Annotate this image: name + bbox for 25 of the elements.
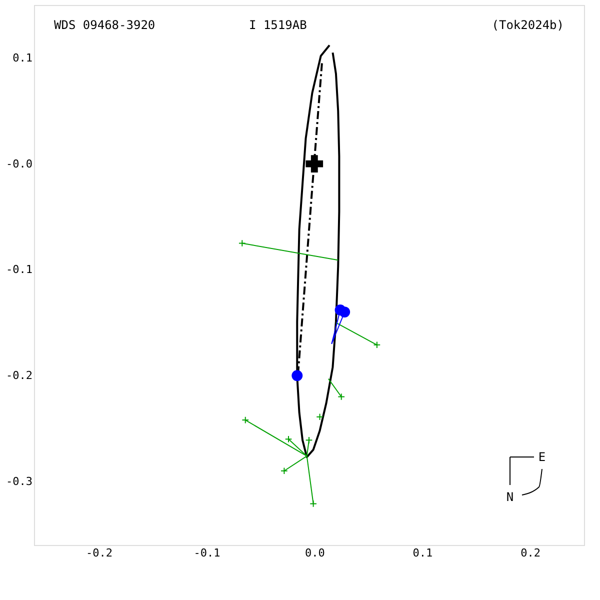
y-tick-label: -0.1: [6, 263, 32, 276]
x-tick-label: -0.2: [86, 546, 112, 560]
point: [310, 500, 317, 508]
point: [284, 435, 292, 443]
annotation: E: [538, 450, 546, 464]
y-tick-label: -0.0: [6, 157, 32, 170]
y-tick-label: -0.3: [6, 474, 32, 488]
point: [238, 240, 246, 247]
x-tick-label: 0.1: [412, 546, 433, 560]
point: [305, 436, 313, 444]
point: [316, 413, 324, 421]
point: [306, 155, 324, 172]
x-tick-label: 0.2: [520, 546, 541, 560]
x-tick-label: -0.1: [194, 546, 220, 560]
point: [339, 306, 350, 318]
point: [292, 370, 303, 382]
text: I 1519AB: [249, 18, 307, 32]
point: [242, 416, 250, 424]
annotation: (Tok2024b): [492, 18, 564, 32]
text: WDS 09468-3920: [54, 18, 156, 32]
point: [280, 467, 288, 475]
y-tick-label: -0.2: [6, 369, 32, 382]
y-tick-label: 0.1: [12, 51, 32, 64]
x-tick-label: 0.0: [304, 546, 325, 560]
annotation: N: [506, 490, 514, 504]
